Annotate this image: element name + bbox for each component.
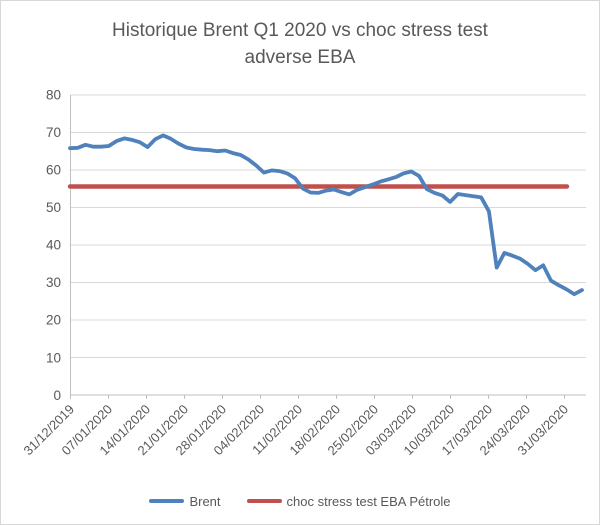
legend-line-sample-stress-test	[246, 499, 282, 503]
y-axis-label: 0	[53, 388, 61, 403]
legend-item-stress-test: choc stress test EBA Pétrole	[246, 493, 451, 509]
legend-item-brent: Brent	[149, 493, 221, 509]
legend-line-sample-brent	[149, 499, 185, 503]
legend: Brent choc stress test EBA Pétrole	[1, 489, 599, 513]
brent-series-line	[68, 133, 584, 297]
chart-title: Historique Brent Q1 2020 vs choc stress …	[112, 20, 488, 68]
legend-label-brent: Brent	[189, 493, 221, 509]
y-axis-label: 40	[46, 238, 61, 253]
legend-label-stress-test: choc stress test EBA Pétrole	[286, 493, 451, 509]
y-axis-label: 60	[46, 163, 61, 178]
y-axis-label: 30	[46, 275, 61, 290]
y-axis-label: 70	[46, 125, 61, 140]
y-axis-label: 10	[46, 350, 61, 365]
y-axis-label: 80	[46, 88, 61, 103]
y-axis-label: 50	[46, 200, 61, 215]
y-axis-label: 20	[46, 313, 61, 328]
